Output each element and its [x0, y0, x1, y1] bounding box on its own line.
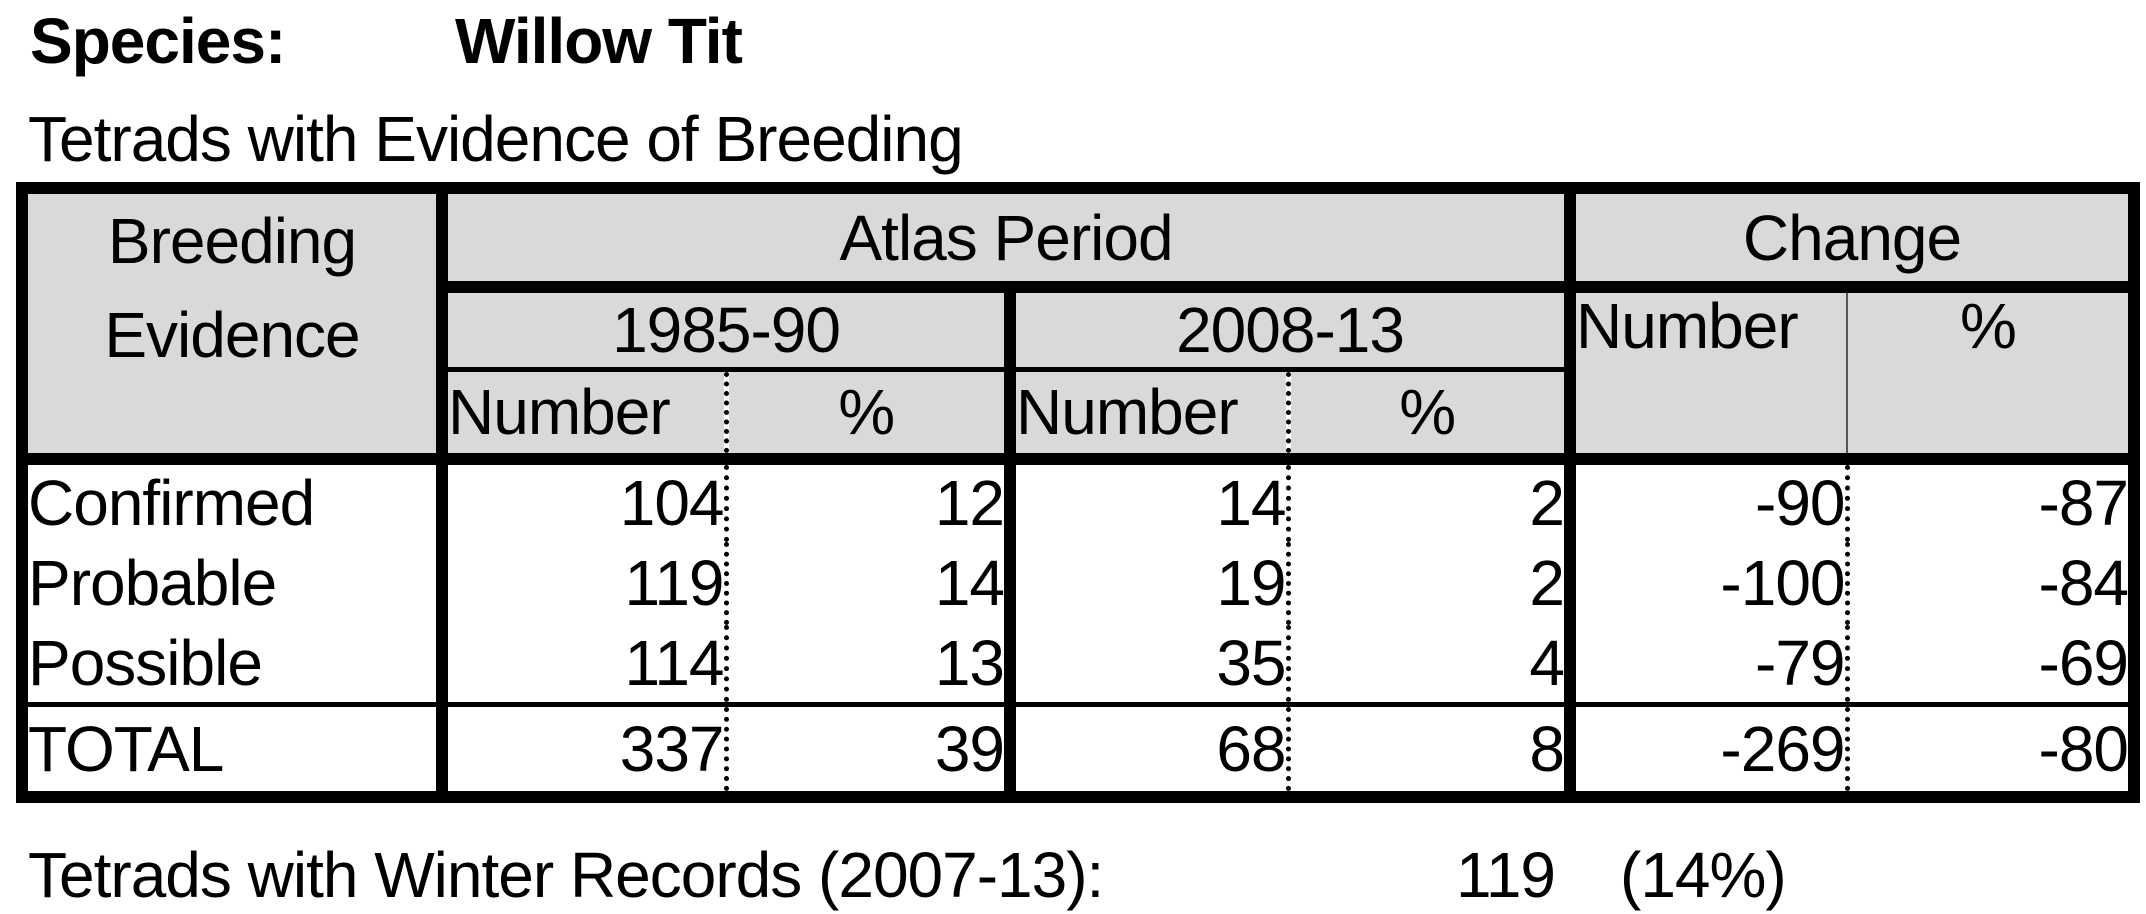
cell-confirmed-change-percent: -87 [2038, 467, 2130, 539]
period1-subheader-percent: % [726, 369, 1016, 465]
cell-probable-1985-percent: 14 [726, 541, 1016, 625]
cell-confirmed-2008-percent: 2 [1288, 458, 1576, 542]
species-name: Willow Tit [455, 5, 743, 77]
cell-possible-2008-number: 35 [1010, 624, 1291, 705]
period-header-1985-90: 1985-90 [442, 287, 1016, 372]
table-row-total: TOTAL 337 39 68 8 -269 -80 [22, 702, 2134, 797]
header-row-groups: Breeding Evidence Atlas Period Change [22, 188, 2134, 465]
cell-probable-2008-number: 19 [1010, 541, 1291, 625]
row-label-total: TOTAL [22, 702, 448, 797]
cell-possible-1985-percent: 13 [726, 624, 1016, 705]
cell-possible-change-number: -79 [1570, 624, 1850, 705]
cell-total-2008-number: 68 [1010, 702, 1291, 797]
corner-header-line1: Breeding [107, 205, 357, 277]
header-row-periods: 1985-90 2008-13 Number % [22, 287, 2134, 465]
species-label: Species: [30, 5, 286, 77]
breeding-evidence-table-container: Breeding Evidence Atlas Period Change 19… [16, 182, 2140, 803]
cell-total-change-percent: -80 [1847, 702, 2134, 797]
cell-possible-2008-percent: 4 [1288, 624, 1576, 705]
cell-total-1985-number: 337 [442, 702, 729, 797]
corner-header-breeding-evidence: Breeding Evidence [22, 188, 448, 465]
cell-confirmed-2008-number: 14 [1010, 458, 1291, 542]
group-header-change: Change [1570, 188, 2134, 293]
cell-total-1985-percent: 39 [726, 702, 1016, 797]
cell-possible-1985-number: 114 [442, 624, 729, 705]
period2-subheader-percent: % [1288, 369, 1576, 465]
cell-confirmed-1985-number: 104 [442, 458, 729, 542]
table-title: Tetrads with Evidence of Breeding [28, 103, 964, 175]
row-label-possible: Possible [22, 624, 448, 705]
period2-subheader-number: Number [1010, 369, 1291, 465]
cell-confirmed-change-number: -90 [1570, 458, 1850, 542]
cell-probable-change-number: -100 [1570, 541, 1850, 625]
change-subheader-number: Number [1570, 287, 1848, 465]
period1-subheader-number: Number [442, 369, 729, 465]
group-header-atlas-period: Atlas Period [442, 188, 1576, 293]
cell-total-2008-percent: 8 [1288, 702, 1576, 797]
cell-probable-change-percent: -84 [2038, 547, 2130, 619]
cell-possible-change-percent: -69 [2038, 627, 2130, 700]
table-row-confirmed: Confirmed 104 12 14 2 -90 -87 [22, 458, 2134, 542]
table-row-probable: Probable 119 14 19 2 -100 -84 [22, 541, 2134, 625]
cell-probable-1985-number: 119 [442, 541, 729, 625]
winter-records-label: Tetrads with Winter Records (2007-13): [28, 839, 1104, 911]
row-label-confirmed: Confirmed [22, 458, 448, 542]
change-subheader-percent: % [1847, 287, 2134, 465]
cell-confirmed-1985-percent: 12 [726, 458, 1016, 542]
period-header-2008-13: 2008-13 [1010, 287, 1576, 372]
winter-records-number: 119 [1455, 839, 1556, 911]
winter-records-percent: (14%) [1620, 839, 1787, 911]
corner-header-line2: Evidence [104, 299, 360, 371]
breeding-evidence-table: Breeding Evidence Atlas Period Change 19… [16, 182, 2140, 803]
header-row-subheaders: Number % Number % [22, 369, 2134, 465]
row-label-probable: Probable [22, 541, 448, 625]
cell-probable-2008-percent: 2 [1288, 541, 1576, 625]
cell-total-change-number: -269 [1570, 702, 1850, 797]
table-row-possible: Possible 114 13 35 4 -79 -69 [22, 624, 2134, 705]
